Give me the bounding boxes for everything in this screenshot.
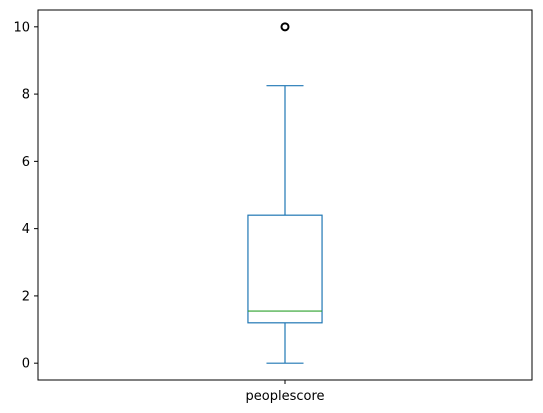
y-tick-label: 6 [22, 155, 30, 170]
y-tick-label: 4 [22, 222, 30, 237]
outlier-point [280, 22, 290, 32]
x-axis: peoplescore [246, 380, 325, 404]
plot-frame [37, 9, 533, 381]
y-tick-label: 2 [22, 289, 30, 304]
x-tick-label: peoplescore [246, 389, 325, 404]
box-group [247, 22, 323, 364]
boxes [247, 22, 323, 364]
y-tick-label: 0 [22, 357, 30, 372]
iqr-box [247, 214, 323, 324]
y-axis: 0 2 4 6 8 10 [13, 20, 38, 372]
y-tick-label: 10 [13, 20, 30, 35]
y-tick-label: 8 [22, 88, 30, 103]
